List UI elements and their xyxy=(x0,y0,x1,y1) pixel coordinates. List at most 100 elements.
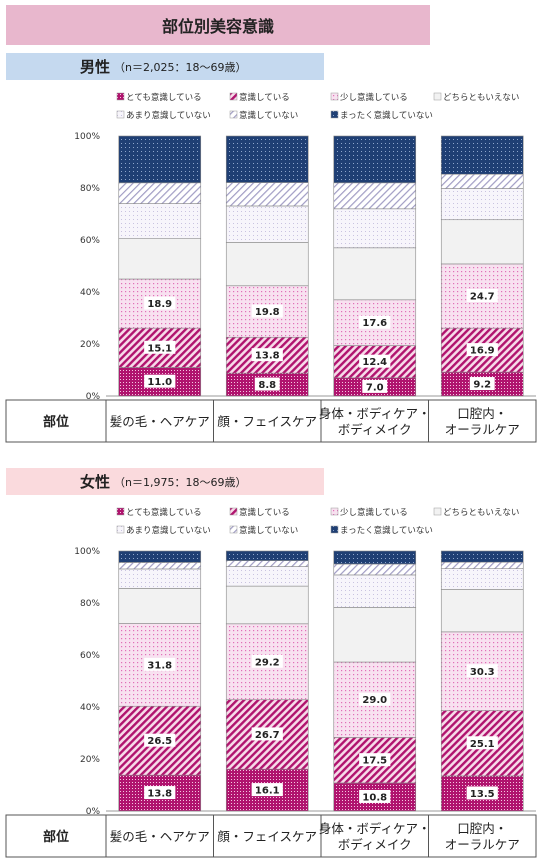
legend-swatch xyxy=(229,92,238,101)
data-label: 30.3 xyxy=(470,667,495,678)
data-label: 12.4 xyxy=(362,357,387,368)
legend: とても意識している 意識している 少し意識している どちらともいえないあまり意識してい… xyxy=(116,92,519,121)
bar-stack: 10.8 17.5 29.0 xyxy=(333,550,417,812)
category-label: 顔・フェイスケア xyxy=(217,414,317,429)
bar-stack: 7.0 12.4 17.6 xyxy=(333,135,417,397)
bar-segment xyxy=(118,203,202,239)
data-label-bg xyxy=(466,664,498,678)
bar-segment xyxy=(118,562,202,570)
legend-label: 意識している xyxy=(239,507,290,518)
data-label: 16.1 xyxy=(255,786,280,797)
legend-label: あまり意識していない xyxy=(126,110,211,121)
data-label-bg xyxy=(144,786,176,800)
table-header-label: 部位 xyxy=(43,414,69,430)
data-label-bg xyxy=(251,304,283,318)
data-label-bg xyxy=(251,783,283,797)
legend-item: 意識している xyxy=(229,507,290,518)
data-label: 29.2 xyxy=(255,657,280,668)
y-tick-label: 80% xyxy=(80,599,100,609)
legend-swatch xyxy=(116,507,125,516)
legend-label: 意識していない xyxy=(239,110,298,121)
category-label: 口腔内・ xyxy=(457,406,507,421)
legend-swatch xyxy=(116,110,125,119)
female-sample-note: （n＝1,975：18〜69歳） xyxy=(114,475,247,489)
table-frame xyxy=(5,399,537,443)
bar-stack: 16.1 26.7 29.2 xyxy=(225,550,309,812)
category-label: 口腔内・ xyxy=(457,821,507,836)
legend-item: あまり意識していない xyxy=(116,110,211,121)
data-label: 16.9 xyxy=(470,346,495,357)
bar-segment xyxy=(118,135,202,184)
bar-segment xyxy=(118,568,202,589)
chart-title-text: 部位別美容意識 xyxy=(161,17,274,36)
bar-segment xyxy=(225,550,309,561)
legend-item: あまり意識していない xyxy=(116,525,211,536)
legend-label: とても意識している xyxy=(126,507,202,518)
bar-segment xyxy=(118,238,202,280)
category-label: オーラルケア xyxy=(445,837,520,852)
y-tick-label: 60% xyxy=(80,651,100,661)
data-label-bg xyxy=(466,289,498,303)
data-label-bg xyxy=(359,354,391,368)
legend-label: 意識していない xyxy=(239,525,298,536)
legend-item: 意識していない xyxy=(229,110,298,121)
chart-title: 部位別美容意識 xyxy=(6,5,430,45)
y-tick-label: 80% xyxy=(80,184,100,194)
legend-swatch xyxy=(116,525,125,534)
y-tick-label: 40% xyxy=(80,703,100,713)
y-tick-label: 0% xyxy=(86,807,101,817)
bar-segment xyxy=(440,561,524,569)
legend-swatch xyxy=(116,92,125,101)
data-label: 17.6 xyxy=(362,318,387,329)
legend-label: どちらともいえない xyxy=(443,508,519,518)
y-axis: 0% 20% 40% 60% 80% 100% xyxy=(74,547,100,817)
table-header-label: 部位 xyxy=(43,829,69,845)
bar-segment xyxy=(225,566,309,587)
legend-item: 意識している xyxy=(229,92,290,103)
data-label: 25.1 xyxy=(470,739,495,750)
data-label-bg xyxy=(469,377,495,391)
data-label-bg xyxy=(251,727,283,741)
y-tick-label: 100% xyxy=(74,132,100,142)
bar-segment xyxy=(225,205,309,243)
data-label-bg xyxy=(144,657,176,671)
legend-swatch xyxy=(330,92,339,101)
bar-segment xyxy=(440,173,524,189)
y-tick-label: 60% xyxy=(80,236,100,246)
bar-segment xyxy=(225,560,309,567)
male-section-label: 男性 xyxy=(80,58,111,76)
bar-segment xyxy=(118,550,202,563)
data-label: 18.9 xyxy=(147,299,172,310)
data-label-bg xyxy=(144,374,176,388)
female-section-label: 女性 xyxy=(80,473,111,491)
data-label: 29.0 xyxy=(362,695,387,706)
legend-item: とても意識している xyxy=(116,507,202,518)
bar-stack: 11.0 15.1 18.9 xyxy=(118,135,202,397)
bar-segment xyxy=(440,135,524,175)
legend-label: 意識している xyxy=(239,92,290,103)
bar-segment xyxy=(333,550,417,565)
bar-segment xyxy=(333,563,417,576)
data-label-bg xyxy=(466,343,498,357)
legend-swatch xyxy=(229,110,238,119)
bar-segment xyxy=(333,607,417,663)
y-tick-label: 20% xyxy=(80,755,100,765)
table-frame xyxy=(5,814,537,858)
female-stacked-bar-chart: とても意識している 意識している 少し意識している どちらともいえないあまり意識してい… xyxy=(5,507,537,858)
bar-segment xyxy=(440,188,524,221)
legend-label: あまり意識していない xyxy=(126,525,211,536)
data-label-bg xyxy=(359,789,391,803)
bar-segment xyxy=(118,182,202,204)
bar-segment xyxy=(333,574,417,608)
data-label-bg xyxy=(466,736,498,750)
legend-item: 少し意識している xyxy=(330,92,408,103)
category-label: ボディメイク xyxy=(338,837,412,852)
bar-segment xyxy=(333,208,417,249)
legend-label: まったく意識していない xyxy=(340,525,433,536)
legend-item: まったく意識していない xyxy=(330,110,433,121)
category-label: 身体・ボディケア・ xyxy=(319,406,431,421)
data-label: 17.5 xyxy=(362,756,387,767)
female-section-header: 女性 （n＝1,975：18〜69歳） xyxy=(6,468,324,495)
data-label-bg xyxy=(144,296,176,310)
